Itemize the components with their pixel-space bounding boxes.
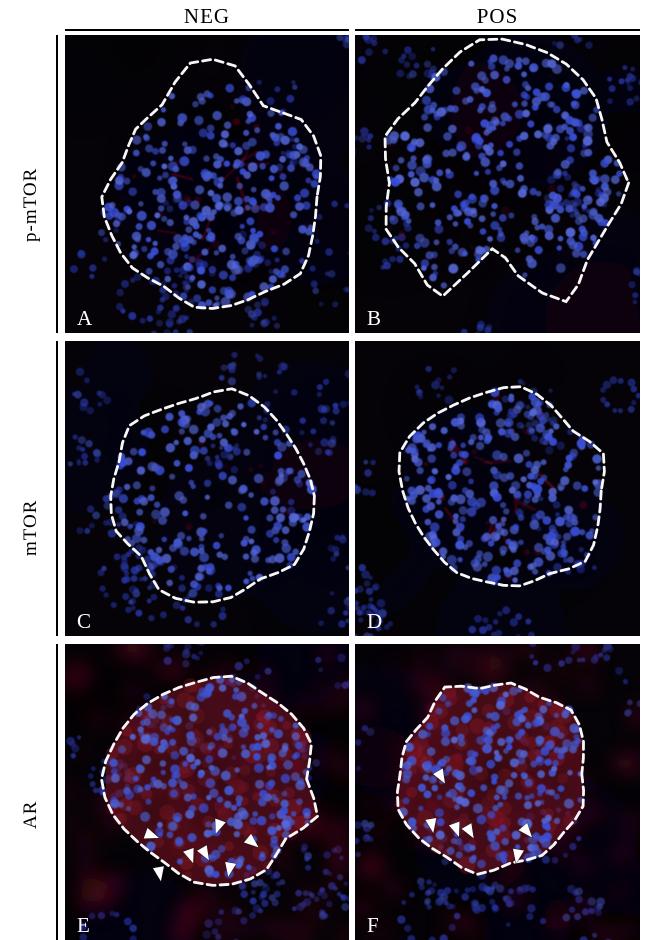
svg-text:A: A xyxy=(77,306,93,330)
svg-text:F: F xyxy=(367,913,379,937)
svg-text:C: C xyxy=(77,609,91,633)
svg-text:B: B xyxy=(367,306,381,330)
svg-text:D: D xyxy=(367,609,382,633)
svg-text:E: E xyxy=(77,913,90,937)
